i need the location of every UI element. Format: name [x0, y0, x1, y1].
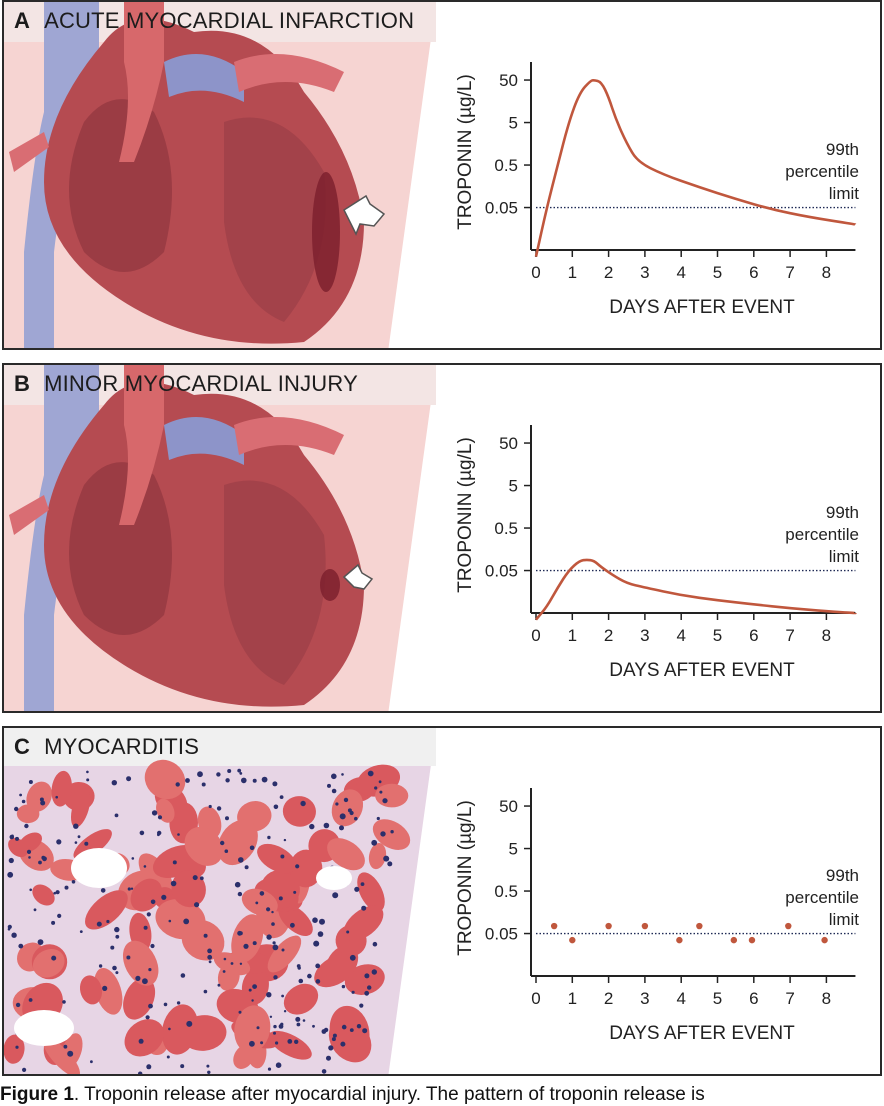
- panel-b-title-text: MINOR MYOCARDIAL INJURY: [44, 371, 358, 396]
- data-point: [676, 936, 683, 944]
- x-tick-label: 3: [640, 263, 649, 282]
- x-tick-label: 4: [676, 263, 685, 282]
- panel-a-letter: A: [14, 8, 31, 33]
- x-tick-label: 5: [713, 263, 722, 282]
- data-point: [550, 922, 558, 930]
- heart-illustration-minor: [4, 365, 436, 711]
- y-axis-label: TROPONIN (µg/L): [455, 74, 476, 230]
- threshold-label: percentile: [785, 888, 859, 907]
- y-tick-label: 0.5: [494, 156, 518, 175]
- x-tick-label: 7: [785, 263, 794, 282]
- y-tick-label: 0.5: [494, 882, 518, 901]
- series-line: [534, 78, 857, 257]
- x-axis-label: DAYS AFTER EVENT: [609, 660, 795, 681]
- threshold-label: limit: [829, 547, 859, 566]
- x-axis-label: DAYS AFTER EVENT: [609, 297, 795, 318]
- threshold-label: 99th: [826, 503, 859, 522]
- panel-a-title-text: ACUTE MYOCARDIAL INFARCTION: [44, 8, 415, 33]
- x-tick-label: 5: [713, 989, 722, 1008]
- y-tick-label: 0.05: [485, 199, 518, 218]
- x-tick-label: 6: [749, 989, 758, 1008]
- x-tick-label: 4: [676, 989, 685, 1008]
- figure-caption: Figure 1. Troponin release after myocard…: [0, 1084, 705, 1106]
- y-tick-label: 0.5: [494, 519, 518, 538]
- threshold-label: percentile: [785, 162, 859, 181]
- chart-c: 50 5 0.5 0.05 0 1 2 3 4 5 6 7 8 DAYS AFTER EVENT TROPO…: [455, 788, 859, 1044]
- caption-label: Figure 1: [0, 1084, 74, 1105]
- data-point: [696, 922, 703, 930]
- heart-illustration-infarct: [4, 2, 436, 348]
- x-tick-label: 8: [822, 626, 831, 645]
- threshold-label: limit: [829, 184, 859, 203]
- x-tick-label: 6: [749, 626, 758, 645]
- data-point: [569, 936, 576, 944]
- y-tick-label: 5: [509, 840, 518, 859]
- data-point: [821, 936, 828, 944]
- x-tick-label: 8: [822, 989, 831, 1008]
- y-tick-label: 5: [509, 114, 518, 133]
- y-tick-label: 0.05: [485, 925, 518, 944]
- x-tick-label: 3: [640, 989, 649, 1008]
- histology-micrograph: [4, 728, 436, 1074]
- x-tick-label: 8: [822, 263, 831, 282]
- panel-minor-injury: B MINOR MYOCARDIAL INJURY 50 5 0.5 0.05 0 1 2 3 4…: [2, 363, 882, 713]
- x-tick-label: 2: [604, 263, 613, 282]
- data-point: [748, 936, 756, 944]
- x-tick-label: 6: [749, 263, 758, 282]
- caption-text: . Troponin release after myocardial inju…: [73, 1084, 705, 1105]
- panel-myocarditis: C MYOCARDITIS 50 5 0.5 0.05 0 1 2 3 4 5 6 7 8 DAYS AFT…: [2, 726, 882, 1076]
- x-tick-label: 7: [785, 989, 794, 1008]
- data-point: [785, 922, 792, 930]
- chart-a: 50 5 0.5 0.05 0 1 2 3 4 5 6 7 8 DAYS AFTER EVENT TROPO…: [455, 62, 859, 318]
- data-point: [641, 922, 649, 930]
- threshold-label: 99th: [826, 140, 859, 159]
- x-tick-label: 4: [676, 626, 685, 645]
- panel-b-title: B MINOR MYOCARDIAL INJURY: [14, 371, 358, 397]
- x-tick-label: 5: [713, 626, 722, 645]
- panel-b-letter: B: [14, 371, 31, 396]
- y-tick-label: 50: [499, 797, 518, 816]
- panel-c-title-text: MYOCARDITIS: [44, 734, 200, 759]
- x-tick-label: 1: [568, 989, 577, 1008]
- x-axis-label: DAYS AFTER EVENT: [609, 1023, 795, 1044]
- y-tick-label: 50: [499, 71, 518, 90]
- y-tick-label: 5: [509, 477, 518, 496]
- y-tick-label: 0.05: [485, 562, 518, 581]
- panel-a-title: A ACUTE MYOCARDIAL INFARCTION: [14, 8, 414, 34]
- series-line: [535, 558, 857, 621]
- threshold-label: 99th: [826, 866, 859, 885]
- panel-c-title: C MYOCARDITIS: [14, 734, 199, 760]
- y-tick-label: 50: [499, 434, 518, 453]
- chart-b: 50 5 0.5 0.05 0 1 2 3 4 5 6 7 8 DAYS AFTER EVENT TROPO…: [455, 425, 859, 681]
- x-tick-label: 1: [568, 626, 577, 645]
- x-tick-label: 0: [531, 989, 540, 1008]
- data-point: [730, 936, 738, 944]
- data-point: [605, 922, 612, 930]
- x-tick-label: 3: [640, 626, 649, 645]
- x-tick-label: 2: [604, 989, 613, 1008]
- x-tick-label: 7: [785, 626, 794, 645]
- x-tick-label: 1: [568, 263, 577, 282]
- x-tick-label: 0: [531, 626, 540, 645]
- threshold-label: percentile: [785, 525, 859, 544]
- y-axis-label: TROPONIN (µg/L): [455, 800, 476, 956]
- y-axis-label: TROPONIN (µg/L): [455, 437, 476, 593]
- x-tick-label: 0: [531, 263, 540, 282]
- panel-c-letter: C: [14, 734, 31, 759]
- x-tick-label: 2: [604, 626, 613, 645]
- panel-acute-mi: A ACUTE MYOCARDIAL INFARCTION 50 5 0.5 0.05 0…: [2, 0, 882, 350]
- threshold-label: limit: [829, 910, 859, 929]
